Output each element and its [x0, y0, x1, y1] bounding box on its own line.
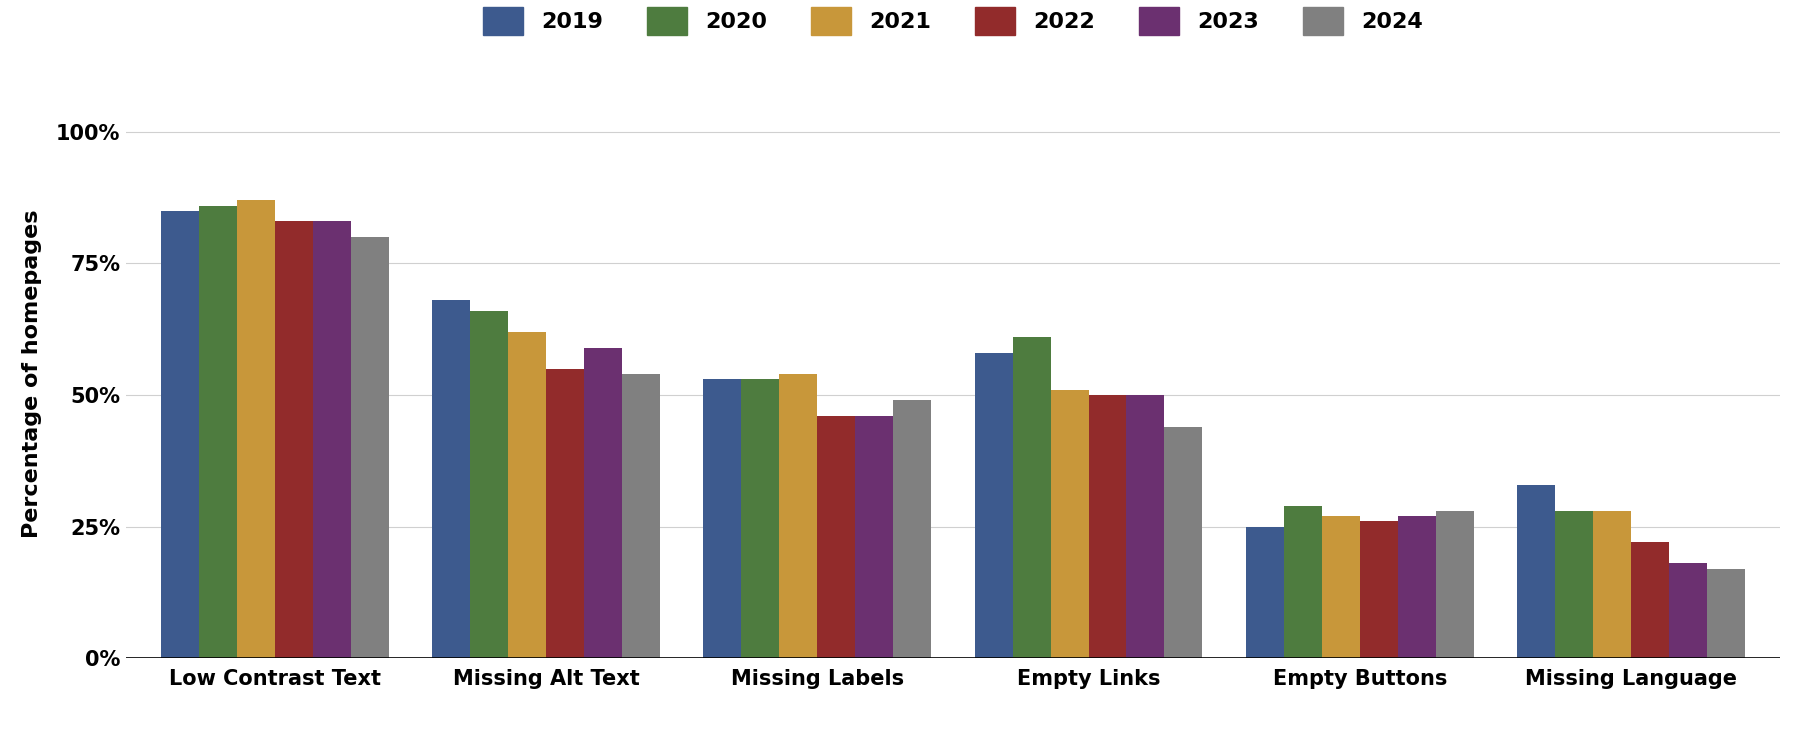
Bar: [1397, 516, 1435, 658]
Bar: [1631, 542, 1669, 658]
Bar: [1322, 516, 1359, 658]
Bar: [1359, 521, 1397, 658]
Bar: [547, 369, 584, 658]
Bar: [1669, 563, 1706, 658]
Bar: [703, 379, 741, 658]
Bar: [1165, 426, 1203, 658]
Bar: [509, 332, 547, 658]
Bar: [275, 221, 313, 658]
Bar: [1050, 390, 1088, 658]
Bar: [584, 348, 622, 658]
Bar: [200, 206, 237, 658]
Bar: [779, 374, 818, 658]
Bar: [975, 353, 1012, 658]
Bar: [471, 311, 509, 658]
Bar: [162, 211, 200, 658]
Bar: [856, 416, 894, 658]
Bar: [1127, 395, 1165, 658]
Bar: [622, 374, 660, 658]
Bar: [818, 416, 856, 658]
Bar: [1593, 511, 1631, 658]
Bar: [432, 300, 471, 658]
Bar: [1518, 485, 1555, 658]
Legend: 2019, 2020, 2021, 2022, 2023, 2024: 2019, 2020, 2021, 2022, 2023, 2024: [475, 0, 1431, 43]
Bar: [1246, 527, 1284, 658]
Bar: [1555, 511, 1593, 658]
Bar: [1435, 511, 1474, 658]
Bar: [351, 237, 388, 658]
Bar: [1088, 395, 1127, 658]
Bar: [1706, 568, 1744, 658]
Bar: [237, 200, 275, 658]
Bar: [894, 400, 931, 658]
Bar: [1284, 506, 1322, 658]
Bar: [1012, 337, 1050, 658]
Bar: [741, 379, 779, 658]
Y-axis label: Percentage of homepages: Percentage of homepages: [22, 209, 41, 539]
Bar: [313, 221, 351, 658]
